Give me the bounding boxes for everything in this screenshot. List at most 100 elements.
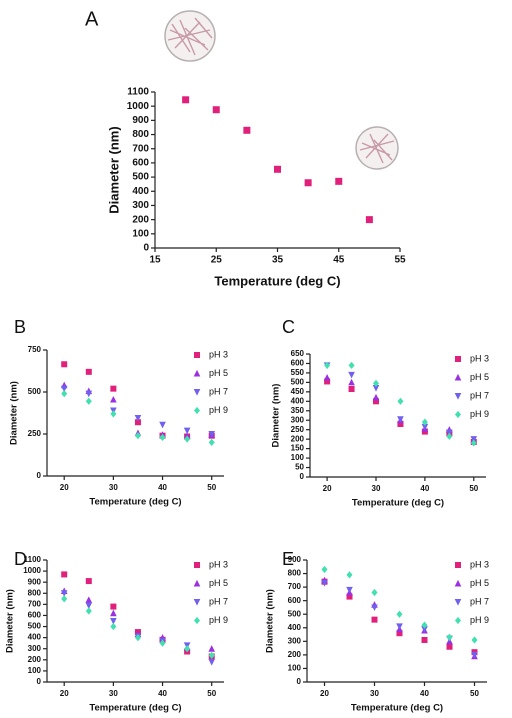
x-tick-label: 50 xyxy=(469,484,478,493)
legend-label: pH 9 xyxy=(209,405,228,415)
data-point xyxy=(110,609,117,617)
y-tick-label: 1000 xyxy=(127,101,150,112)
data-point xyxy=(372,385,380,392)
data-point xyxy=(397,397,404,405)
data-point xyxy=(85,602,93,610)
legend-marker xyxy=(455,616,461,625)
x-tick-label: 30 xyxy=(109,689,118,698)
data-point xyxy=(348,386,355,393)
data-point xyxy=(208,438,215,446)
y-tick-label: 400 xyxy=(291,396,305,405)
y-tick-label: 200 xyxy=(291,434,305,443)
x-tick-label: 40 xyxy=(420,689,429,698)
y-tick-label: 500 xyxy=(28,622,42,631)
data-point xyxy=(321,565,328,574)
legend-marker xyxy=(455,410,461,419)
x-tick-label: 40 xyxy=(420,484,429,493)
data-point xyxy=(421,621,428,629)
x-tick-label: 20 xyxy=(60,689,69,698)
legend-label: pH 5 xyxy=(470,578,489,588)
legend-label: pH 9 xyxy=(470,615,489,625)
data-point xyxy=(446,643,453,650)
legend-label: pH 3 xyxy=(209,349,228,359)
data-point xyxy=(208,431,216,438)
y-tick-label: 50 xyxy=(295,463,304,472)
legend-marker xyxy=(194,616,200,625)
y-tick-label: 800 xyxy=(132,129,149,140)
data-point xyxy=(371,604,378,612)
data-point xyxy=(397,421,404,428)
data-point xyxy=(324,361,331,369)
panel-label: A xyxy=(85,8,99,30)
y-tick-label: 650 xyxy=(291,349,305,358)
data-point xyxy=(208,659,216,666)
data-point xyxy=(470,439,477,447)
data-point xyxy=(372,393,380,401)
data-point xyxy=(134,419,141,426)
data-point xyxy=(335,177,343,185)
x-tick-label: 50 xyxy=(207,483,216,492)
data-point xyxy=(208,651,215,659)
y-axis-label: Diameter (nm) xyxy=(106,126,121,213)
legend-label: pH 5 xyxy=(209,368,228,378)
x-tick-label: 30 xyxy=(109,483,118,492)
y-tick-label: 900 xyxy=(132,115,149,126)
y-tick-label: 100 xyxy=(288,664,302,673)
data-point xyxy=(159,433,166,441)
y-tick-label: 100 xyxy=(28,666,42,675)
data-point xyxy=(396,610,403,618)
legend-marker xyxy=(193,599,201,606)
data-point xyxy=(85,397,92,405)
data-point xyxy=(110,622,117,631)
data-point xyxy=(323,374,331,381)
data-point xyxy=(471,651,478,659)
x-tick-label: 20 xyxy=(320,689,329,698)
y-tick-label: 800 xyxy=(28,588,42,597)
data-point xyxy=(348,371,355,379)
data-point xyxy=(110,385,117,392)
legend-label: pH 5 xyxy=(470,372,489,382)
x-tick-label: 50 xyxy=(207,689,216,698)
data-point xyxy=(421,636,428,643)
x-axis-label: Temperature (deg C) xyxy=(214,273,340,288)
legend-label: pH 9 xyxy=(470,409,489,419)
data-point xyxy=(85,596,93,603)
y-tick-label: 600 xyxy=(28,611,42,620)
y-tick-label: 450 xyxy=(291,387,305,396)
data-point xyxy=(346,571,353,579)
data-point xyxy=(371,588,378,597)
legend-marker xyxy=(454,599,462,606)
data-point xyxy=(421,626,428,633)
y-tick-label: 250 xyxy=(291,425,305,434)
x-tick-label: 25 xyxy=(211,255,223,266)
x-tick-label: 15 xyxy=(149,255,161,266)
legend-marker xyxy=(454,373,462,381)
y-tick-label: 400 xyxy=(288,623,302,632)
x-tick-label: 30 xyxy=(370,689,379,698)
y-tick-label: 500 xyxy=(28,387,42,396)
y-tick-label: 1000 xyxy=(23,566,41,575)
legend-marker xyxy=(194,352,200,358)
x-axis-label: Temperature (deg C) xyxy=(352,498,444,509)
x-tick-label: 20 xyxy=(323,484,332,493)
data-point xyxy=(371,616,378,623)
data-point xyxy=(61,361,68,368)
data-point xyxy=(85,368,92,375)
data-point xyxy=(446,432,453,440)
data-point xyxy=(110,618,117,625)
y-tick-label: 600 xyxy=(132,158,149,169)
y-tick-label: 200 xyxy=(28,655,42,664)
x-tick-label: 55 xyxy=(394,255,406,266)
y-tick-label: 900 xyxy=(28,577,42,586)
x-tick-label: 30 xyxy=(372,484,381,493)
legend-label: pH 7 xyxy=(470,596,489,606)
y-tick-label: 300 xyxy=(28,644,42,653)
data-point xyxy=(348,378,355,386)
y-tick-label: 600 xyxy=(291,359,305,368)
data-point xyxy=(134,415,142,422)
x-tick-label: 40 xyxy=(158,689,167,698)
data-point xyxy=(85,390,93,398)
x-tick-label: 20 xyxy=(60,483,69,492)
y-tick-label: 600 xyxy=(288,596,302,605)
